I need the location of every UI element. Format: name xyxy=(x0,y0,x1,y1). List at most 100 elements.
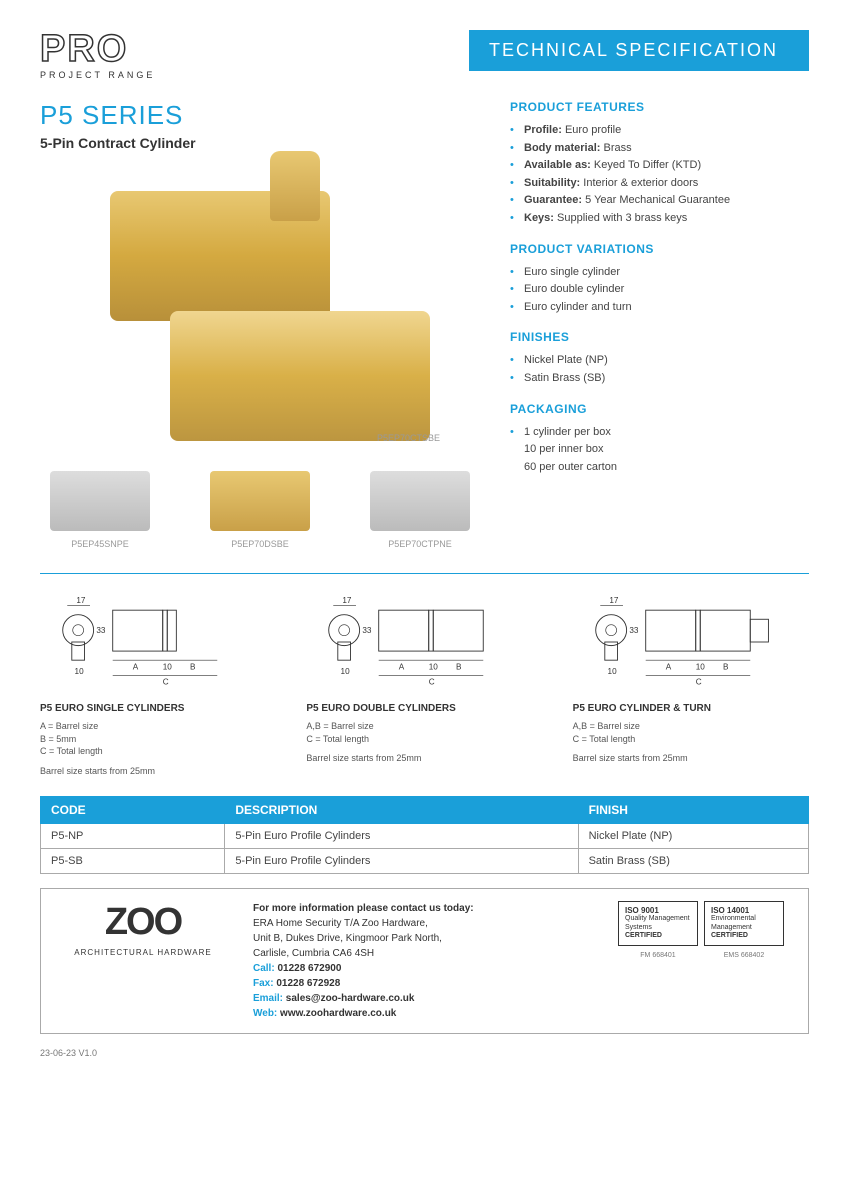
contact-fax: Fax: 01228 672928 xyxy=(253,976,586,991)
svg-text:B: B xyxy=(456,662,462,671)
diagram-svg: 17 33 10 A 10 B C xyxy=(40,592,276,692)
finishes-list: Nickel Plate (NP)Satin Brass (SB) xyxy=(510,352,809,387)
cylinder-illustration-1 xyxy=(110,191,330,321)
bsi-cert-box: ISO 9001Quality Management SystemsCERTIF… xyxy=(618,901,698,946)
main-row: P5 SERIES 5-Pin Contract Cylinder P5EP70… xyxy=(40,100,809,549)
separator xyxy=(40,573,809,574)
packaging-list: 1 cylinder per box xyxy=(510,424,809,442)
bsi-cert-box: ISO 14001Environmental ManagementCERTIFI… xyxy=(704,901,784,946)
diagram-note: Barrel size starts from 25mm xyxy=(306,753,542,763)
svg-text:A: A xyxy=(665,662,671,671)
contact-web: Web: www.zoohardware.co.uk xyxy=(253,1006,586,1021)
table-cell: P5-SB xyxy=(41,848,225,873)
diagram-block: 17 33 10 A 10 B C P5 EURO SINGLE CYLINDE… xyxy=(40,592,276,776)
hero-product-image: P5EP70CTSBE xyxy=(70,171,450,451)
diagram-block: 17 33 10 A 10 B C P5 EURO CYLINDER & TUR… xyxy=(573,592,809,776)
address-line: Unit B, Dukes Drive, Kingmoor Park North… xyxy=(253,931,586,946)
table-cell: 5-Pin Euro Profile Cylinders xyxy=(225,848,578,873)
svg-text:10: 10 xyxy=(163,662,173,671)
diagram-note: Barrel size starts from 25mm xyxy=(573,753,809,763)
diagrams-row: 17 33 10 A 10 B C P5 EURO SINGLE CYLINDE… xyxy=(40,592,809,776)
variation-item: Euro single cylinder xyxy=(510,264,809,282)
thumbnail-image xyxy=(50,471,150,531)
thumbnail-caption: P5EP70DSBE xyxy=(200,539,320,549)
table-row: P5-NP5-Pin Euro Profile CylindersNickel … xyxy=(41,823,809,848)
series-title: P5 SERIES xyxy=(40,100,480,131)
table-cell: P5-NP xyxy=(41,823,225,848)
footer-row: ZOO ARCHITECTURAL HARDWARE For more info… xyxy=(40,888,809,1034)
feature-item: Guarantee: 5 Year Mechanical Guarantee xyxy=(510,192,809,210)
thumbnail: P5EP70DSBE xyxy=(200,471,320,549)
svg-text:33: 33 xyxy=(96,626,106,635)
svg-text:A: A xyxy=(133,662,139,671)
table-cell: 5-Pin Euro Profile Cylinders xyxy=(225,823,578,848)
feature-item: Body material: Brass xyxy=(510,140,809,158)
svg-text:A: A xyxy=(399,662,405,671)
address-line: ERA Home Security T/A Zoo Hardware, xyxy=(253,916,586,931)
header-row: PRO PROJECT RANGE TECHNICAL SPECIFICATIO… xyxy=(40,30,809,80)
series-subtitle: 5-Pin Contract Cylinder xyxy=(40,135,480,151)
hero-caption: P5EP70CTSBE xyxy=(377,433,440,443)
version-text: 23-06-23 V1.0 xyxy=(40,1048,809,1058)
variations-list: Euro single cylinderEuro double cylinder… xyxy=(510,264,809,317)
diagram-svg: 17 33 10 A 10 B C xyxy=(306,592,542,692)
diagram-legend: A,B = Barrel sizeC = Total length xyxy=(573,720,809,745)
diagram-block: 17 33 10 A 10 B C P5 EURO DOUBLE CYLINDE… xyxy=(306,592,542,776)
svg-text:10: 10 xyxy=(341,667,351,676)
diagram-title: P5 EURO DOUBLE CYLINDERS xyxy=(306,703,542,714)
svg-text:B: B xyxy=(723,662,729,671)
features-list: Profile: Euro profileBody material: Bras… xyxy=(510,122,809,228)
table-header-cell: DESCRIPTION xyxy=(225,796,578,823)
pro-logo-letters: PRO xyxy=(40,30,155,68)
table-header-cell: FINISH xyxy=(578,796,808,823)
thumbnail: P5EP70CTPNE xyxy=(360,471,480,549)
finishes-heading: FINISHES xyxy=(510,330,809,344)
tech-spec-banner: TECHNICAL SPECIFICATION xyxy=(469,30,809,71)
pro-logo: PRO PROJECT RANGE xyxy=(40,30,155,80)
table-cell: Satin Brass (SB) xyxy=(578,848,808,873)
svg-text:17: 17 xyxy=(609,596,619,605)
table-row: P5-SB5-Pin Euro Profile CylindersSatin B… xyxy=(41,848,809,873)
contact-email: Email: sales@zoo-hardware.co.uk xyxy=(253,991,586,1006)
right-column: PRODUCT FEATURES Profile: Euro profileBo… xyxy=(510,100,809,549)
variation-item: Euro cylinder and turn xyxy=(510,299,809,317)
thumbnails-row: P5EP45SNPE P5EP70DSBE P5EP70CTPNE xyxy=(40,471,480,549)
svg-text:17: 17 xyxy=(76,596,86,605)
feature-item: Suitability: Interior & exterior doors xyxy=(510,175,809,193)
left-column: P5 SERIES 5-Pin Contract Cylinder P5EP70… xyxy=(40,100,480,549)
svg-text:10: 10 xyxy=(607,667,617,676)
variation-item: Euro double cylinder xyxy=(510,281,809,299)
variations-heading: PRODUCT VARIATIONS xyxy=(510,242,809,256)
svg-text:17: 17 xyxy=(343,596,353,605)
thumbnail-caption: P5EP45SNPE xyxy=(40,539,160,549)
svg-text:10: 10 xyxy=(75,667,85,676)
pro-logo-sub: PROJECT RANGE xyxy=(40,70,155,80)
diagram-legend: A = Barrel sizeB = 5mmC = Total length xyxy=(40,720,276,758)
features-heading: PRODUCT FEATURES xyxy=(510,100,809,114)
address-line: Carlisle, Cumbria CA6 4SH xyxy=(253,946,586,961)
thumbnail-caption: P5EP70CTPNE xyxy=(360,539,480,549)
thumbnail-image xyxy=(370,471,470,531)
table-header-row: CODEDESCRIPTIONFINISH xyxy=(41,796,809,823)
thumbnail: P5EP45SNPE xyxy=(40,471,160,549)
packaging-heading: PACKAGING xyxy=(510,402,809,416)
diagram-svg: 17 33 10 A 10 B C xyxy=(573,592,809,692)
contact-block: For more information please contact us t… xyxy=(253,901,586,1021)
svg-text:C: C xyxy=(429,678,435,687)
zoo-logo-small: ARCHITECTURAL HARDWARE xyxy=(53,948,233,957)
table-body: P5-NP5-Pin Euro Profile CylindersNickel … xyxy=(41,823,809,873)
zoo-logo: ZOO ARCHITECTURAL HARDWARE xyxy=(53,901,233,957)
feature-item: Keys: Supplied with 3 brass keys xyxy=(510,210,809,228)
bsi-cert-number: EMS 668402 xyxy=(704,952,784,959)
finish-item: Nickel Plate (NP) xyxy=(510,352,809,370)
packaging-line: 1 cylinder per box xyxy=(510,424,809,442)
bsi-block: ISO 9001Quality Management SystemsCERTIF… xyxy=(606,901,796,959)
svg-text:B: B xyxy=(190,662,196,671)
svg-text:C: C xyxy=(695,678,701,687)
svg-text:10: 10 xyxy=(429,662,439,671)
svg-text:C: C xyxy=(163,678,169,687)
contact-call: Call: 01228 672900 xyxy=(253,961,586,976)
diagram-note: Barrel size starts from 25mm xyxy=(40,766,276,776)
feature-item: Profile: Euro profile xyxy=(510,122,809,140)
table-cell: Nickel Plate (NP) xyxy=(578,823,808,848)
